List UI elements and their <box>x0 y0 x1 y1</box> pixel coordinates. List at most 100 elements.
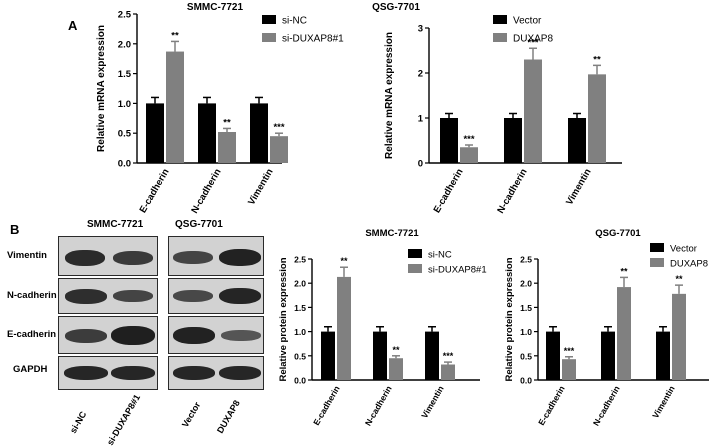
legend-swatch <box>650 258 664 267</box>
legend-swatch <box>493 15 507 24</box>
legend-swatch <box>408 249 422 258</box>
significance-label: ** <box>620 266 628 276</box>
bar-control <box>504 118 522 163</box>
blot-band-box <box>58 236 158 276</box>
blot-row-label: Vimentin <box>7 250 47 261</box>
bar-treatment <box>337 276 351 380</box>
significance-label: *** <box>527 37 538 48</box>
bar-control <box>568 118 586 163</box>
y-tick-label: 2 <box>418 69 423 80</box>
significance-label: *** <box>463 134 474 145</box>
x-category-label: E-cadherin <box>138 167 172 215</box>
legend-label: si-NC <box>282 16 307 27</box>
y-tick-label: 2.5 <box>294 255 306 265</box>
blot-band-box <box>58 356 158 390</box>
legend-label: DUXAP8 <box>513 34 553 45</box>
y-axis-label: Relative mRNA expression <box>384 32 395 159</box>
x-category-label: N-cadherin <box>189 167 223 216</box>
y-tick-label: 0.5 <box>520 351 532 361</box>
blot-title-qsg7701: QSG-7701 <box>175 219 223 230</box>
significance-label: ** <box>223 117 231 128</box>
y-axis-label: Relative protein expression <box>278 257 289 381</box>
y-tick-label: 2.5 <box>118 10 132 21</box>
x-category-label: Vimentin <box>564 167 594 207</box>
y-tick-label: 1.0 <box>294 327 306 337</box>
significance-label: *** <box>443 351 454 361</box>
chart-protein-qsg7701: QSG-7701 0.0 0.5 1.0 1.5 2.0 2.5 Relative prote… <box>504 228 709 427</box>
y-tick-label: 3 <box>418 24 423 35</box>
bar-treatment <box>562 359 576 380</box>
x-category-label: N-cadherin <box>363 384 394 427</box>
legend-swatch <box>262 33 276 42</box>
significance-label: *** <box>273 122 284 133</box>
y-tick-label: 2.0 <box>294 279 306 289</box>
y-tick-label: 0.5 <box>294 351 306 361</box>
x-category-label: Vimentin <box>246 167 276 207</box>
x-category-label: Vimentin <box>650 384 677 420</box>
y-tick-label: 0.0 <box>294 376 306 386</box>
y-tick-label: 2.0 <box>520 279 532 289</box>
legend-label: DUXAP8 <box>670 259 708 270</box>
y-axis-label: Relative protein expression <box>504 257 515 381</box>
y-tick-label: 1.0 <box>520 327 532 337</box>
blot-row-label: E-cadherin <box>7 329 57 340</box>
y-tick-label: 1.0 <box>118 99 131 110</box>
bar-control <box>601 331 615 380</box>
bar-treatment <box>270 136 288 163</box>
significance-label: ** <box>340 256 348 266</box>
y-tick-label: 1.5 <box>118 69 132 80</box>
legend-label: si-NC <box>428 250 452 261</box>
bar-control <box>373 331 387 380</box>
legend-label: si-DUXAP8#1 <box>428 265 487 276</box>
bar-treatment <box>617 287 631 380</box>
y-tick-label: 1.5 <box>294 303 306 313</box>
legend-swatch <box>493 33 507 42</box>
bar-treatment <box>218 132 236 163</box>
x-category-label: Vimentin <box>419 384 446 420</box>
x-category-label: E-cadherin <box>536 384 567 427</box>
bar-control <box>656 331 670 380</box>
chart-mrna-smmc7721: SMMC-7721 0.0 0.5 1.0 1.5 2.0 2.5 Relative mRNA… <box>96 2 344 215</box>
blot-band-box <box>168 316 264 354</box>
bar-control <box>250 103 268 163</box>
y-tick-label: 0.5 <box>118 129 132 140</box>
significance-label: *** <box>564 346 575 356</box>
legend-label: si-DUXAP8#1 <box>282 34 344 45</box>
chart-title: QSG-7701 <box>372 2 420 13</box>
bar-treatment <box>389 358 403 380</box>
bar-control <box>546 331 560 380</box>
x-category-label: N-cadherin <box>591 384 622 427</box>
x-category-label: N-cadherin <box>495 167 529 216</box>
blot-lane-label: Vector <box>180 400 203 429</box>
blot-band-box <box>168 356 264 390</box>
blot-lane-label: si-NC <box>68 409 89 435</box>
blot-band-box <box>58 278 158 314</box>
blot-row-label: N-cadherin <box>7 290 57 301</box>
bar-treatment <box>460 147 478 163</box>
y-tick-label: 0.0 <box>118 159 131 170</box>
blot-lane-label: si-DUXAP8#1 <box>105 392 143 447</box>
blot-row-label: GAPDH <box>13 364 48 375</box>
bar-treatment <box>588 74 606 163</box>
blot-band-box <box>58 316 158 354</box>
x-category-label: E-cadherin <box>311 384 342 427</box>
y-tick-label: 0 <box>418 159 423 170</box>
blot-title-smmc7721: SMMC-7721 <box>87 219 144 230</box>
y-tick-label: 1 <box>418 114 424 125</box>
chart-title: SMMC-7721 <box>187 2 244 13</box>
bar-control <box>321 331 335 380</box>
blot-band-box <box>168 278 264 314</box>
chart-title: SMMC-7721 <box>365 228 419 239</box>
legend-label: Vector <box>670 244 697 255</box>
bar-treatment <box>441 364 455 380</box>
chart-mrna-qsg7701: QSG-7701 0 1 2 3 Relative mRNA expression *** E… <box>372 2 622 215</box>
significance-label: ** <box>593 54 601 65</box>
bar-treatment <box>672 293 686 380</box>
y-tick-label: 1.5 <box>520 303 532 313</box>
legend-swatch <box>262 15 276 24</box>
legend-swatch <box>408 264 422 273</box>
y-tick-label: 0.0 <box>520 376 532 386</box>
bar-control <box>198 103 216 163</box>
bar-control <box>425 331 439 380</box>
x-category-label: E-cadherin <box>432 167 466 215</box>
